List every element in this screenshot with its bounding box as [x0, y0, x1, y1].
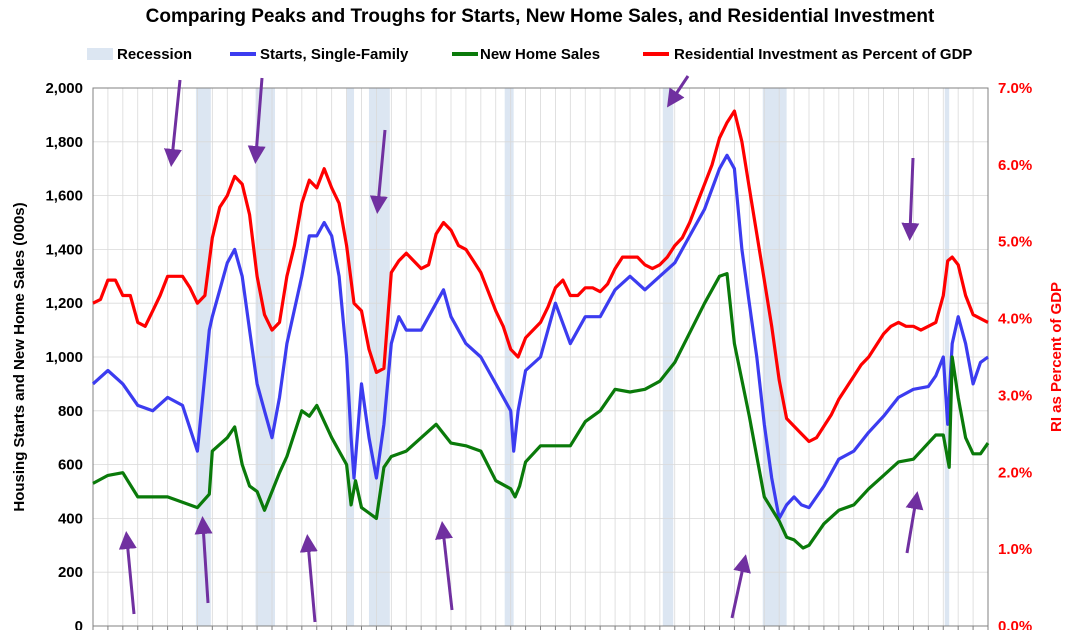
- annotation-arrow: [299, 534, 318, 623]
- right-tick-label: 1.0%: [998, 541, 1032, 558]
- left-tick-label: 0: [75, 618, 83, 630]
- left-tick-label: 1,000: [45, 349, 83, 366]
- left-axis-ticks: 0 200 400 600 800 1,000 1,200 1,400 1,600 1,800 2,…: [45, 80, 83, 630]
- series-line-new-home-sales: [92, 272, 990, 550]
- x-axis-ticks: [92, 626, 989, 630]
- left-tick-label: 200: [58, 564, 83, 581]
- legend-label: Recession: [117, 46, 192, 63]
- annotation-arrow: [194, 516, 213, 604]
- series-lines: [91, 109, 990, 550]
- legend-label: Residential Investment as Percent of GDP: [674, 46, 972, 63]
- legend: Recession Starts, Single-Family New Home S…: [87, 46, 972, 63]
- right-tick-label: 0.0%: [998, 618, 1032, 630]
- series-line-starts-single-family: [91, 153, 989, 521]
- legend-swatch-recession: [87, 48, 113, 60]
- right-axis-label: RI as Percent of GDP: [1048, 282, 1065, 432]
- annotation-arrow: [730, 554, 751, 619]
- annotation-arrow: [905, 491, 924, 554]
- left-tick-label: 1,400: [45, 241, 83, 258]
- annotation-arrow: [901, 157, 920, 241]
- left-axis-label: Housing Starts and New Home Sales (000s): [11, 202, 28, 511]
- annotation-arrow: [435, 521, 454, 611]
- right-tick-label: 7.0%: [998, 80, 1032, 97]
- annotation-arrow: [118, 531, 137, 615]
- annotation-arrow: [369, 129, 388, 214]
- chart-title: Comparing Peaks and Troughs for Starts, …: [146, 6, 935, 27]
- legend-label: Starts, Single-Family: [260, 46, 409, 63]
- left-tick-label: 600: [58, 457, 83, 474]
- annotation-arrow: [667, 75, 690, 108]
- series-line-residential-investment-as-percent-of-gdp: [92, 109, 989, 444]
- right-tick-label: 4.0%: [998, 311, 1032, 328]
- right-tick-label: 2.0%: [998, 464, 1032, 481]
- annotation-arrows: [118, 75, 924, 623]
- right-tick-label: 5.0%: [998, 234, 1032, 251]
- left-tick-label: 2,000: [45, 80, 83, 97]
- right-axis-ticks: 0.0% 1.0% 2.0% 3.0% 4.0% 5.0% 6.0% 7.0%: [998, 80, 1032, 630]
- annotation-arrow: [163, 79, 182, 167]
- legend-label: New Home Sales: [480, 46, 600, 63]
- left-tick-label: 400: [58, 510, 83, 527]
- left-tick-label: 1,600: [45, 188, 83, 205]
- right-tick-label: 3.0%: [998, 387, 1032, 404]
- left-tick-label: 1,800: [45, 134, 83, 151]
- right-tick-label: 6.0%: [998, 157, 1032, 174]
- annotation-arrow: [247, 77, 266, 164]
- left-tick-label: 800: [58, 403, 83, 420]
- left-tick-label: 1,200: [45, 295, 83, 312]
